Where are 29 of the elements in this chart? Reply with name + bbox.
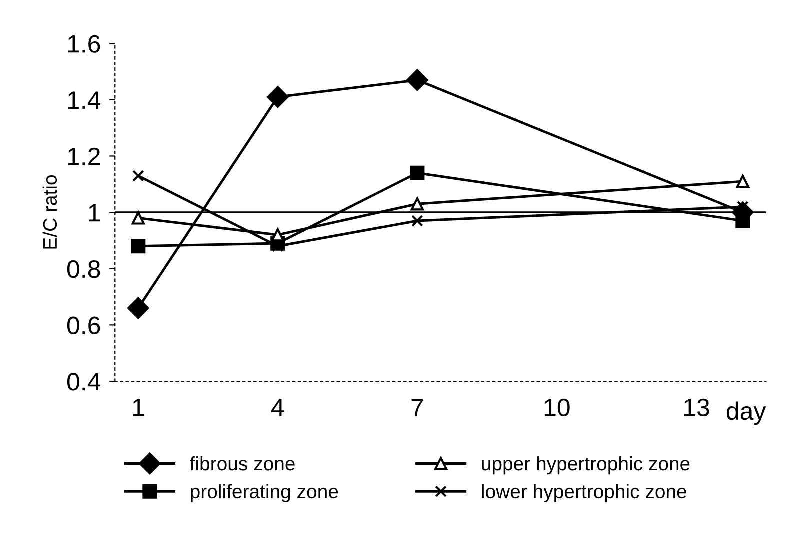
x-tick-label: 7 xyxy=(412,399,424,416)
y-tick-label: 1 xyxy=(89,204,100,222)
y-tick-label: 1.2 xyxy=(68,148,100,166)
point xyxy=(736,174,750,188)
x-axis-title: day xyxy=(726,402,766,426)
point xyxy=(132,212,145,225)
point xyxy=(410,166,425,180)
point xyxy=(267,86,289,108)
y-tick-label: 1.4 xyxy=(68,92,101,109)
point xyxy=(271,228,284,242)
point xyxy=(132,170,144,182)
x-tick-label: 1 xyxy=(133,399,144,416)
y-tick-label: 1.6 xyxy=(68,35,100,53)
legend-label: upper hypertrophic zone xyxy=(482,456,690,475)
x-tick-label: 13 xyxy=(684,398,710,417)
point xyxy=(410,198,424,211)
legend-label: fibrous zone xyxy=(190,456,295,471)
legend-label: proliferating zone xyxy=(191,484,338,502)
point xyxy=(406,69,428,92)
x-tick-label: 10 xyxy=(544,398,570,417)
y-tick-label: 0.6 xyxy=(67,316,100,334)
point xyxy=(131,239,146,254)
legend-label: lower hypertrophic zone xyxy=(482,484,686,502)
point xyxy=(128,297,150,320)
y-tick-label: 0.8 xyxy=(67,260,100,278)
y-axis-title: E/C ratio xyxy=(42,176,58,249)
point xyxy=(412,215,424,227)
y-tick-label: 0.4 xyxy=(67,373,101,391)
x-tick-label: 4 xyxy=(272,399,284,416)
